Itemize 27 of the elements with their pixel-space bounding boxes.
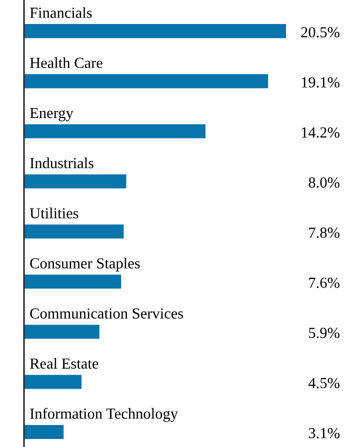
data-label: 7.8% — [309, 228, 340, 238]
y-tick-label: Energy — [30, 108, 74, 122]
y-tick-label: Financials — [30, 7, 92, 18]
y-tick-label: Real Estate — [30, 358, 98, 369]
bar — [24, 224, 124, 239]
bar — [24, 24, 286, 38]
data-label: 5.9% — [309, 328, 340, 338]
data-label: 20.5% — [301, 27, 340, 38]
y-tick-label: Industrials — [30, 158, 94, 168]
data-label: 7.6% — [309, 278, 340, 288]
y-tick-label: Communication Services — [30, 308, 184, 319]
data-label: 3.1% — [308, 428, 340, 438]
y-tick-label: Utilities — [30, 208, 78, 218]
y-tick-label: Health Care — [30, 57, 102, 68]
bar — [24, 374, 82, 389]
y-tick-label: Consumer Staples — [30, 258, 140, 272]
data-label: 14.2% — [302, 127, 340, 138]
data-label: 19.1% — [302, 77, 340, 88]
bar — [24, 74, 268, 88]
bar — [24, 324, 100, 339]
bar — [24, 424, 64, 439]
bar — [24, 274, 122, 289]
y-tick-label: Information Technology — [30, 408, 178, 422]
bar — [24, 124, 206, 138]
bar — [24, 174, 126, 188]
data-label: 4.5% — [308, 378, 340, 388]
data-label: 8.0% — [308, 177, 340, 188]
